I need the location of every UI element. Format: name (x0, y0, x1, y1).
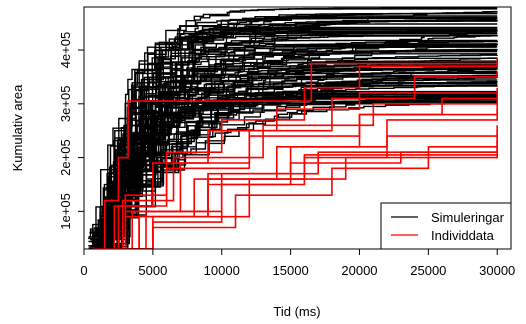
individual-curve (96, 98, 498, 249)
x-tick-label: 20000 (341, 263, 377, 278)
plot-frame (83, 6, 512, 250)
simulation-curve (106, 90, 498, 249)
x-tick-label: 5000 (138, 263, 167, 278)
x-axis-label: Tid (ms) (273, 304, 320, 319)
individual-curve (95, 58, 498, 249)
simulation-curve (89, 53, 498, 234)
y-tick-label: 1e+05 (58, 193, 73, 230)
legend-label-simulations: Simuleringar (431, 210, 505, 225)
legend-label-individual: Individdata (431, 228, 495, 243)
individual-curve (93, 87, 498, 249)
x-tick-label: 25000 (410, 263, 446, 278)
individual-curve (92, 62, 498, 249)
simulation-curve (96, 54, 498, 244)
y-tick-label: 4e+05 (58, 32, 73, 69)
x-tick-label: 15000 (273, 263, 309, 278)
y-axis: 1e+05 2e+05 3e+05 4e+05 (58, 32, 84, 230)
simulation-curve (95, 82, 498, 243)
y-axis-label: Kumulativ area (10, 84, 25, 171)
individual-curve (99, 129, 498, 249)
y-tick-label: 3e+05 (58, 86, 73, 123)
simulation-curve (98, 61, 498, 232)
x-tick-label: 10000 (204, 263, 240, 278)
simulation-curve (94, 12, 498, 249)
individual-curve (97, 133, 498, 249)
simulation-curve (88, 19, 498, 247)
simulation-curve (88, 28, 498, 249)
simulation-curve (90, 35, 498, 247)
y-tick-label: 2e+05 (58, 139, 73, 176)
individual-curve (95, 103, 498, 249)
simulation-curve (107, 16, 498, 240)
x-axis: 0 5000 10000 15000 20000 25000 30000 (80, 249, 515, 278)
legend: Simuleringar Individdata (380, 202, 512, 250)
simulation-curve (91, 44, 498, 247)
legend-box (380, 202, 512, 250)
x-tick-label: 0 (80, 263, 87, 278)
simulation-curve (90, 102, 498, 247)
simulation-curve (91, 26, 498, 243)
simulation-series (88, 7, 498, 249)
simulation-curve (104, 43, 498, 241)
simulation-curve (104, 29, 498, 249)
simulation-curve (96, 72, 498, 233)
individual-series (92, 58, 498, 249)
x-tick-label: 30000 (479, 263, 515, 278)
